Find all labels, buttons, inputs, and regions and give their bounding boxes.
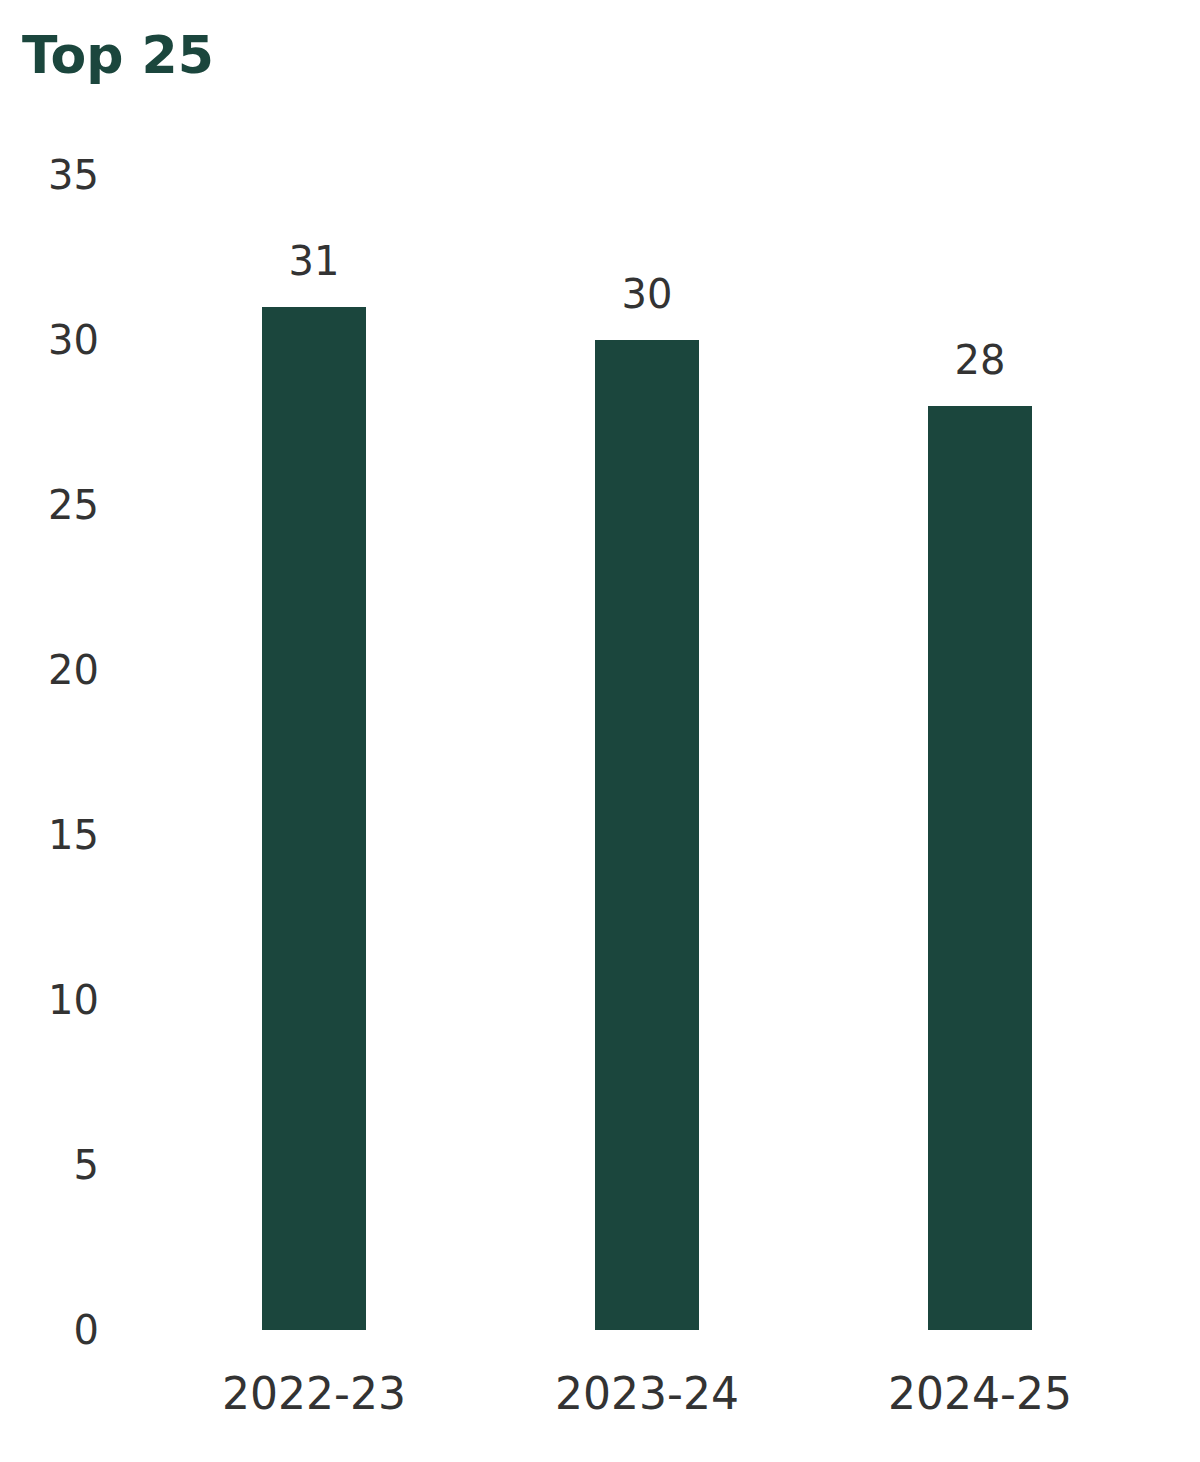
x-tick-label: 2023-24 — [555, 1368, 739, 1419]
chart: Top 25 0 5 10 15 20 25 30 35 31 30 28 2022-23 2023-24… — [0, 0, 1200, 1462]
y-tick-label: 20 — [48, 647, 99, 693]
bar — [262, 307, 366, 1330]
bar — [595, 340, 699, 1330]
y-tick-label: 35 — [48, 152, 99, 198]
y-tick-label: 10 — [48, 977, 99, 1023]
data-label: 31 — [289, 238, 340, 284]
y-tick-label: 15 — [48, 812, 99, 858]
bar — [928, 406, 1032, 1330]
title: Top 25 — [22, 25, 214, 85]
data-label: 28 — [955, 337, 1006, 383]
y-tick-label: 25 — [48, 482, 99, 528]
x-tick-label: 2022-23 — [222, 1368, 406, 1419]
y-tick-label: 30 — [48, 317, 99, 363]
y-tick-label: 5 — [74, 1142, 99, 1188]
y-tick-label: 0 — [74, 1307, 99, 1353]
data-label: 30 — [622, 271, 673, 317]
x-tick-label: 2024-25 — [888, 1368, 1072, 1419]
